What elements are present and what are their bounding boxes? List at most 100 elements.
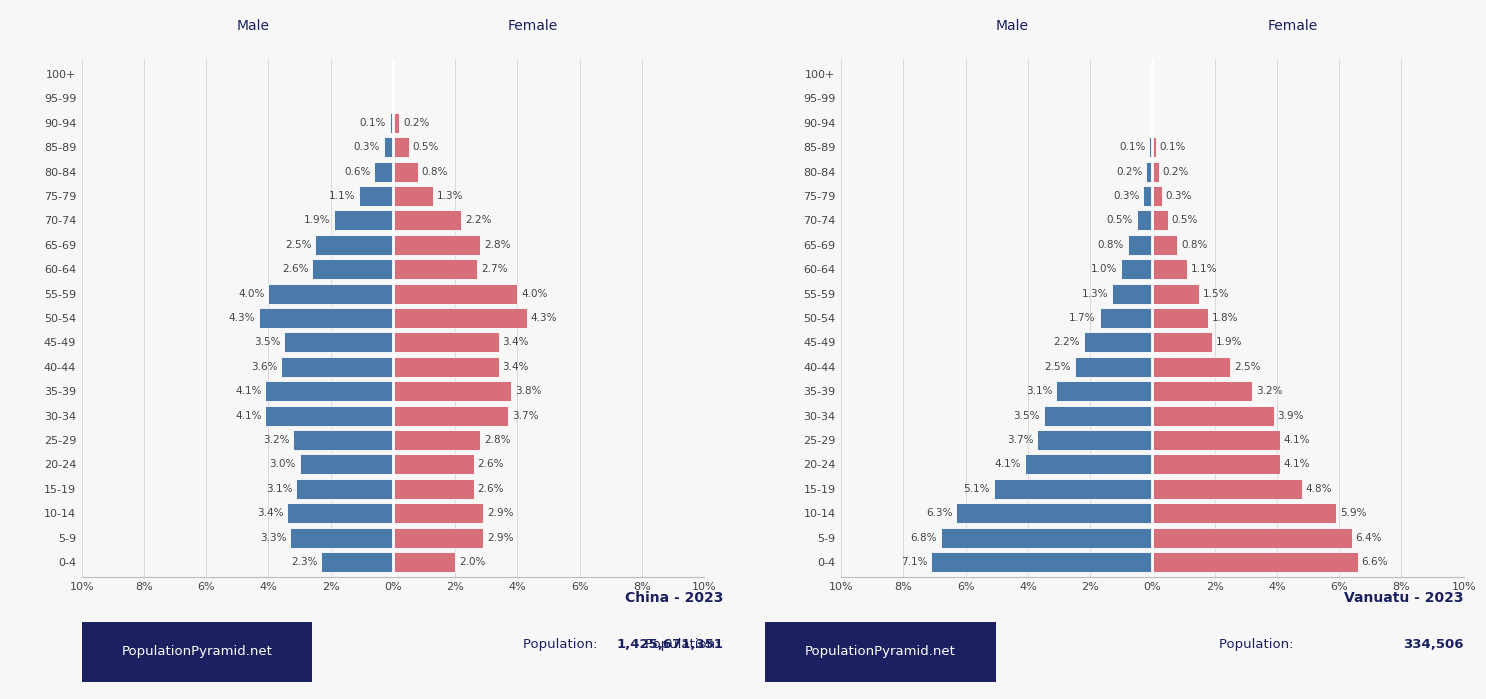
- Bar: [392, 381, 511, 401]
- Bar: [315, 235, 392, 255]
- Bar: [321, 552, 392, 572]
- Text: 1.7%: 1.7%: [1070, 313, 1095, 323]
- Text: Population:: Population:: [1219, 638, 1297, 651]
- Text: 5.9%: 5.9%: [1340, 508, 1366, 518]
- Text: Female: Female: [1268, 19, 1318, 33]
- Text: Vanuatu - 2023: Vanuatu - 2023: [1345, 591, 1464, 605]
- Bar: [1143, 186, 1153, 206]
- Bar: [392, 552, 455, 572]
- Text: 4.8%: 4.8%: [1306, 484, 1331, 493]
- Bar: [1153, 528, 1352, 547]
- Text: 0.8%: 0.8%: [422, 166, 447, 177]
- Bar: [1146, 161, 1153, 182]
- Bar: [392, 430, 480, 450]
- Text: China - 2023: China - 2023: [626, 591, 724, 605]
- Bar: [392, 454, 474, 475]
- Text: 3.1%: 3.1%: [266, 484, 293, 493]
- Bar: [293, 430, 392, 450]
- Bar: [1153, 161, 1159, 182]
- Bar: [941, 528, 1153, 547]
- Bar: [266, 405, 392, 426]
- Bar: [1153, 308, 1208, 328]
- Text: 3.4%: 3.4%: [502, 362, 529, 372]
- Text: 1.9%: 1.9%: [1216, 338, 1242, 347]
- Bar: [1057, 381, 1153, 401]
- Text: 4.0%: 4.0%: [522, 289, 548, 298]
- Bar: [1112, 284, 1153, 303]
- Text: PopulationPyramid.net: PopulationPyramid.net: [122, 645, 272, 658]
- Bar: [1153, 405, 1274, 426]
- Text: 2.6%: 2.6%: [477, 484, 504, 493]
- Bar: [1153, 430, 1279, 450]
- Bar: [392, 284, 517, 303]
- Text: 1.3%: 1.3%: [1082, 289, 1109, 298]
- Bar: [281, 356, 392, 377]
- Bar: [1153, 259, 1187, 279]
- Bar: [1153, 381, 1253, 401]
- Text: 0.6%: 0.6%: [345, 166, 370, 177]
- Bar: [392, 113, 400, 133]
- Text: 4.3%: 4.3%: [531, 313, 557, 323]
- Text: 2.9%: 2.9%: [487, 508, 514, 518]
- Bar: [1153, 186, 1162, 206]
- Text: Female: Female: [508, 19, 559, 33]
- Text: 2.5%: 2.5%: [285, 240, 312, 250]
- Text: 2.8%: 2.8%: [484, 240, 510, 250]
- Text: Population:: Population:: [523, 638, 602, 651]
- Text: 2.2%: 2.2%: [1054, 338, 1080, 347]
- Bar: [392, 333, 499, 352]
- Text: 2.5%: 2.5%: [1233, 362, 1260, 372]
- Bar: [312, 259, 392, 279]
- Bar: [1128, 235, 1153, 255]
- Bar: [392, 308, 528, 328]
- Text: 7.1%: 7.1%: [901, 557, 927, 567]
- Bar: [1153, 137, 1156, 157]
- Bar: [392, 137, 409, 157]
- Text: 0.3%: 0.3%: [1113, 191, 1140, 201]
- Bar: [392, 405, 508, 426]
- Bar: [392, 528, 483, 547]
- Bar: [334, 210, 392, 231]
- Bar: [1153, 210, 1168, 231]
- Bar: [259, 308, 392, 328]
- Text: 2.3%: 2.3%: [291, 557, 318, 567]
- Text: 6.8%: 6.8%: [911, 533, 938, 542]
- Text: 4.1%: 4.1%: [1284, 435, 1311, 445]
- Text: 0.8%: 0.8%: [1098, 240, 1123, 250]
- Bar: [374, 161, 392, 182]
- Bar: [392, 235, 480, 255]
- Text: 6.6%: 6.6%: [1361, 557, 1388, 567]
- Text: 4.1%: 4.1%: [235, 410, 262, 421]
- Text: 3.0%: 3.0%: [269, 459, 296, 470]
- Text: 334,506: 334,506: [1403, 638, 1464, 651]
- Bar: [1153, 235, 1177, 255]
- Text: 0.5%: 0.5%: [1107, 215, 1134, 226]
- Text: 2.9%: 2.9%: [487, 533, 514, 542]
- Text: 0.3%: 0.3%: [354, 143, 380, 152]
- Text: Male: Male: [996, 19, 1028, 33]
- Text: 1.0%: 1.0%: [1091, 264, 1117, 274]
- Bar: [392, 210, 462, 231]
- Text: 1.9%: 1.9%: [303, 215, 330, 226]
- Bar: [932, 552, 1153, 572]
- Text: 1.3%: 1.3%: [437, 191, 464, 201]
- Bar: [1100, 308, 1153, 328]
- Bar: [300, 454, 392, 475]
- Text: 3.5%: 3.5%: [1013, 410, 1040, 421]
- Bar: [358, 186, 392, 206]
- Bar: [1037, 430, 1153, 450]
- Text: 3.4%: 3.4%: [257, 508, 284, 518]
- Bar: [1153, 284, 1199, 303]
- Bar: [284, 333, 392, 352]
- Bar: [389, 113, 392, 133]
- Bar: [269, 284, 392, 303]
- Text: 4.1%: 4.1%: [235, 387, 262, 396]
- Bar: [392, 503, 483, 524]
- Bar: [994, 479, 1153, 499]
- Text: 3.6%: 3.6%: [251, 362, 278, 372]
- Bar: [1025, 454, 1153, 475]
- Text: 0.8%: 0.8%: [1181, 240, 1208, 250]
- Bar: [383, 137, 392, 157]
- Text: 2.7%: 2.7%: [481, 264, 507, 274]
- Text: 3.5%: 3.5%: [254, 338, 281, 347]
